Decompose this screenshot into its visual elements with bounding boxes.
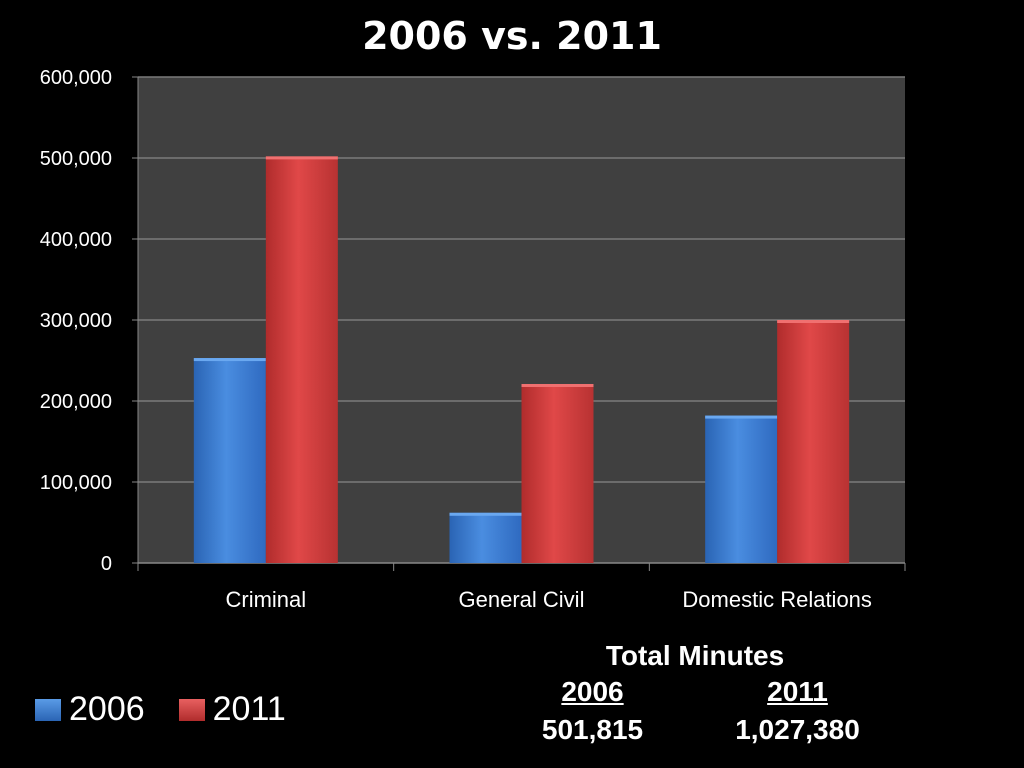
- legend-item-2006: 2006: [35, 690, 145, 729]
- x-tick-label: Criminal: [225, 587, 306, 612]
- bar-2011: [265, 156, 338, 563]
- totals-header: Total Minutes: [605, 640, 785, 671]
- y-tick-label: 300,000: [40, 310, 112, 332]
- totals-value-2006: 501,815: [541, 714, 644, 745]
- x-tick-label: Domestic Relations: [682, 587, 872, 612]
- bar-top-highlight: [193, 358, 266, 362]
- legend-item-2011: 2011: [178, 690, 286, 729]
- legend-label-2011: 2011: [212, 690, 286, 728]
- totals-values-row: 501,815 1,027,380: [490, 714, 900, 746]
- legend-swatch-2011: [178, 698, 205, 721]
- legend-label-2006: 2006: [69, 690, 145, 728]
- y-tick-label: 400,000: [40, 229, 112, 251]
- legend-swatch-2006: [35, 698, 61, 721]
- bar-top-highlight: [705, 415, 778, 419]
- x-tick-label: General Civil: [459, 587, 585, 612]
- y-tick-label: 200,000: [40, 391, 112, 413]
- totals-panel: Total Minutes 2006 2011 501,815 1,027,38…: [490, 640, 900, 746]
- bar-2011: [777, 320, 850, 563]
- bar-top-highlight: [449, 512, 522, 516]
- bar-top-highlight: [777, 320, 850, 323]
- y-tick-label: 600,000: [40, 67, 112, 89]
- legend: 2006 2011: [35, 690, 320, 729]
- totals-labels-row: 2006 2011: [490, 676, 900, 708]
- bar-2006: [193, 358, 266, 563]
- totals-value-2011: 1,027,380: [735, 714, 860, 745]
- bar-top-highlight: [265, 156, 338, 160]
- bar-2011: [521, 383, 594, 563]
- chart-title: 2006 vs. 2011: [362, 14, 662, 58]
- y-tick-label: 0: [101, 553, 112, 575]
- y-tick-label: 100,000: [40, 472, 112, 494]
- bar-top-highlight: [521, 383, 594, 387]
- bar-2006: [705, 415, 778, 563]
- totals-label-2011: 2011: [767, 676, 828, 707]
- bar-2006: [449, 512, 522, 563]
- totals-label-2006: 2006: [561, 676, 624, 707]
- y-tick-label: 500,000: [40, 148, 112, 170]
